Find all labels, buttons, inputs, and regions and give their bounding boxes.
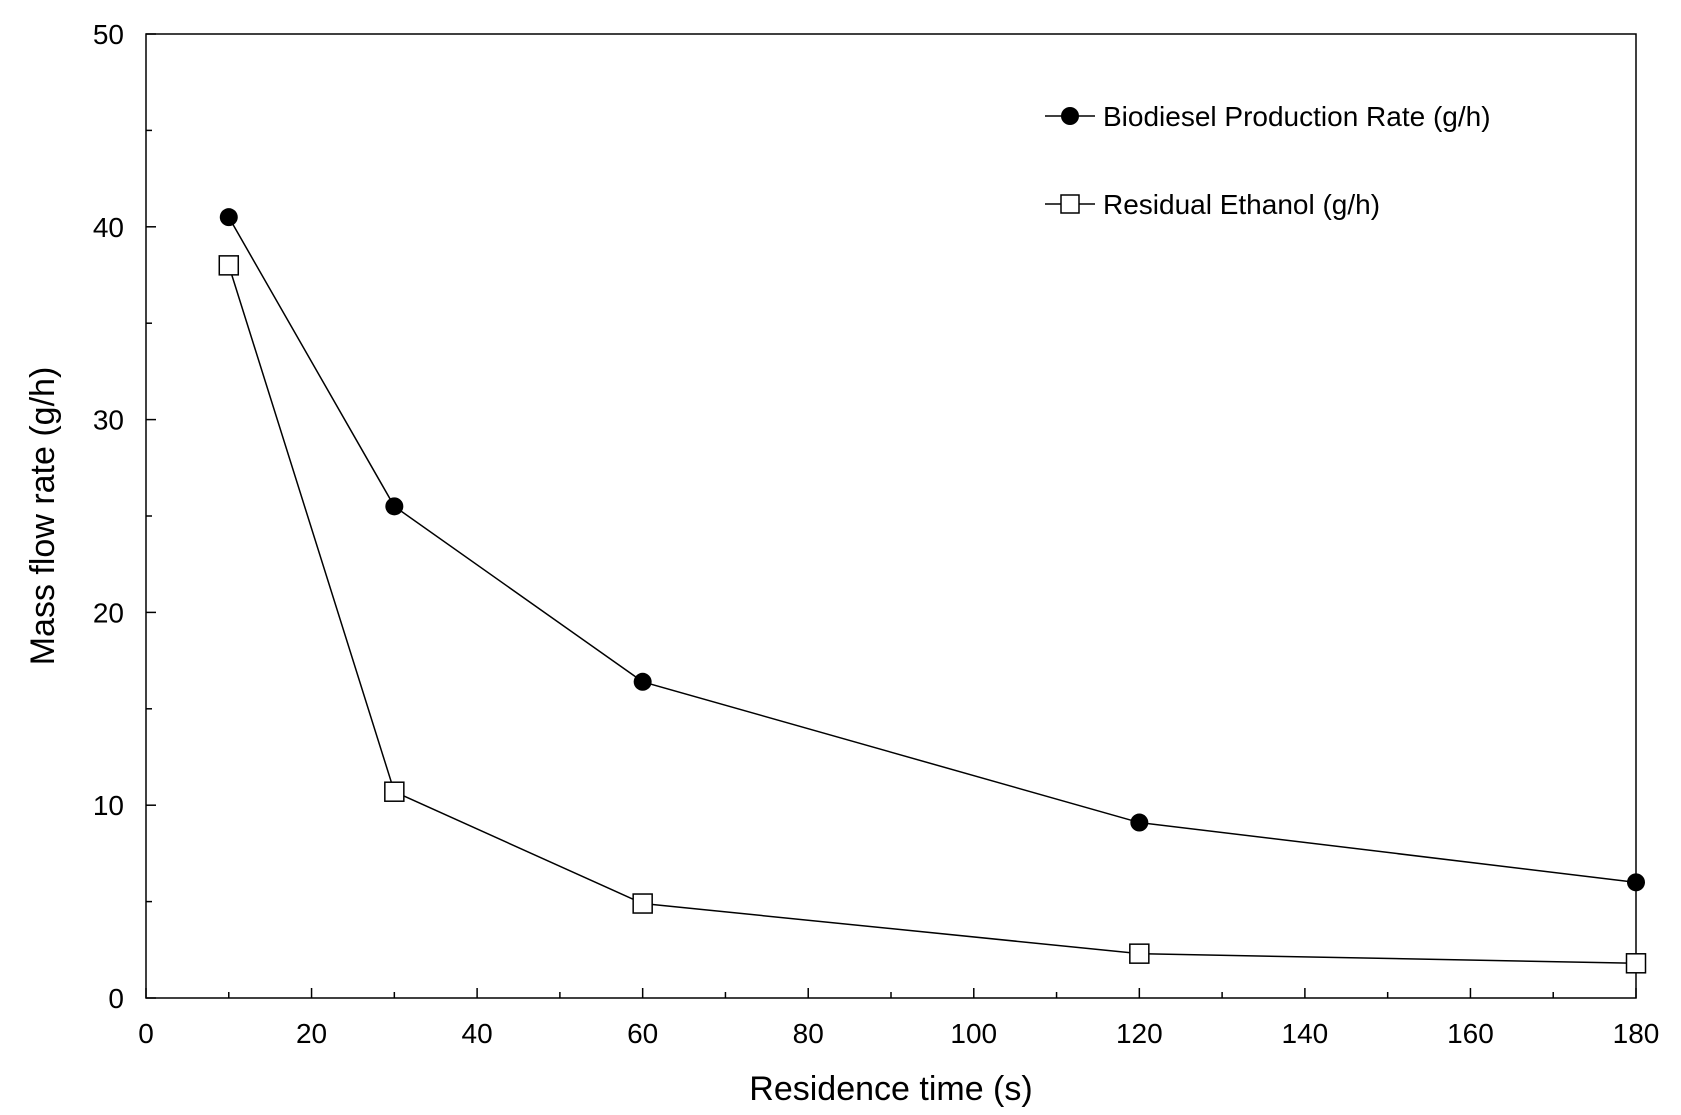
data-point-biodiesel bbox=[633, 672, 652, 691]
x-tick-label: 120 bbox=[1116, 1018, 1163, 1049]
data-point-ethanol bbox=[1625, 953, 1647, 974]
y-tick-label: 40 bbox=[93, 212, 124, 243]
y-tick-label: 30 bbox=[93, 405, 124, 436]
y-axis-ticks: 0 10 20 30 40 50 bbox=[93, 19, 156, 1014]
series-layer bbox=[218, 208, 1647, 974]
x-axis-ticks: 0 20 40 60 80 100 120 140 160 180 bbox=[138, 988, 1659, 1049]
legend-marker-ethanol bbox=[1060, 194, 1080, 214]
x-tick-label: 20 bbox=[296, 1018, 327, 1049]
data-point-biodiesel bbox=[1130, 813, 1149, 832]
x-tick-label: 160 bbox=[1447, 1018, 1494, 1049]
legend-item-ethanol: Residual Ethanol (g/h) bbox=[1045, 189, 1380, 220]
x-tick-label: 180 bbox=[1613, 1018, 1660, 1049]
x-axis-title: Residence time (s) bbox=[749, 1070, 1032, 1108]
legend-marker-biodiesel bbox=[1061, 107, 1079, 125]
y-tick-label: 50 bbox=[93, 19, 124, 50]
series-line-1 bbox=[228, 265, 1637, 965]
data-point-ethanol bbox=[384, 781, 405, 802]
y-axis-title: Mass flow rate (g/h) bbox=[24, 367, 62, 666]
legend-label-biodiesel: Biodiesel Production Rate (g/h) bbox=[1103, 101, 1491, 132]
legend: Biodiesel Production Rate (g/h) Residual… bbox=[1045, 101, 1491, 220]
data-point-biodiesel bbox=[219, 208, 238, 227]
data-point-biodiesel bbox=[1627, 873, 1645, 892]
series-line-0 bbox=[228, 216, 1637, 884]
legend-item-biodiesel: Biodiesel Production Rate (g/h) bbox=[1045, 101, 1491, 132]
x-tick-label: 0 bbox=[138, 1018, 154, 1049]
data-point-ethanol bbox=[632, 893, 653, 914]
data-point-biodiesel bbox=[385, 497, 404, 516]
y-tick-label: 0 bbox=[108, 983, 124, 1014]
x-tick-label: 80 bbox=[793, 1018, 824, 1049]
legend-label-ethanol: Residual Ethanol (g/h) bbox=[1103, 189, 1380, 220]
data-point-ethanol bbox=[1129, 943, 1150, 964]
x-tick-label: 40 bbox=[462, 1018, 493, 1049]
y-tick-label: 10 bbox=[93, 790, 124, 821]
x-tick-label: 100 bbox=[950, 1018, 997, 1049]
y-tick-label: 20 bbox=[93, 597, 124, 628]
data-point-ethanol bbox=[218, 255, 240, 276]
x-tick-label: 140 bbox=[1282, 1018, 1329, 1049]
x-tick-label: 60 bbox=[627, 1018, 658, 1049]
plot-area bbox=[145, 33, 1637, 999]
